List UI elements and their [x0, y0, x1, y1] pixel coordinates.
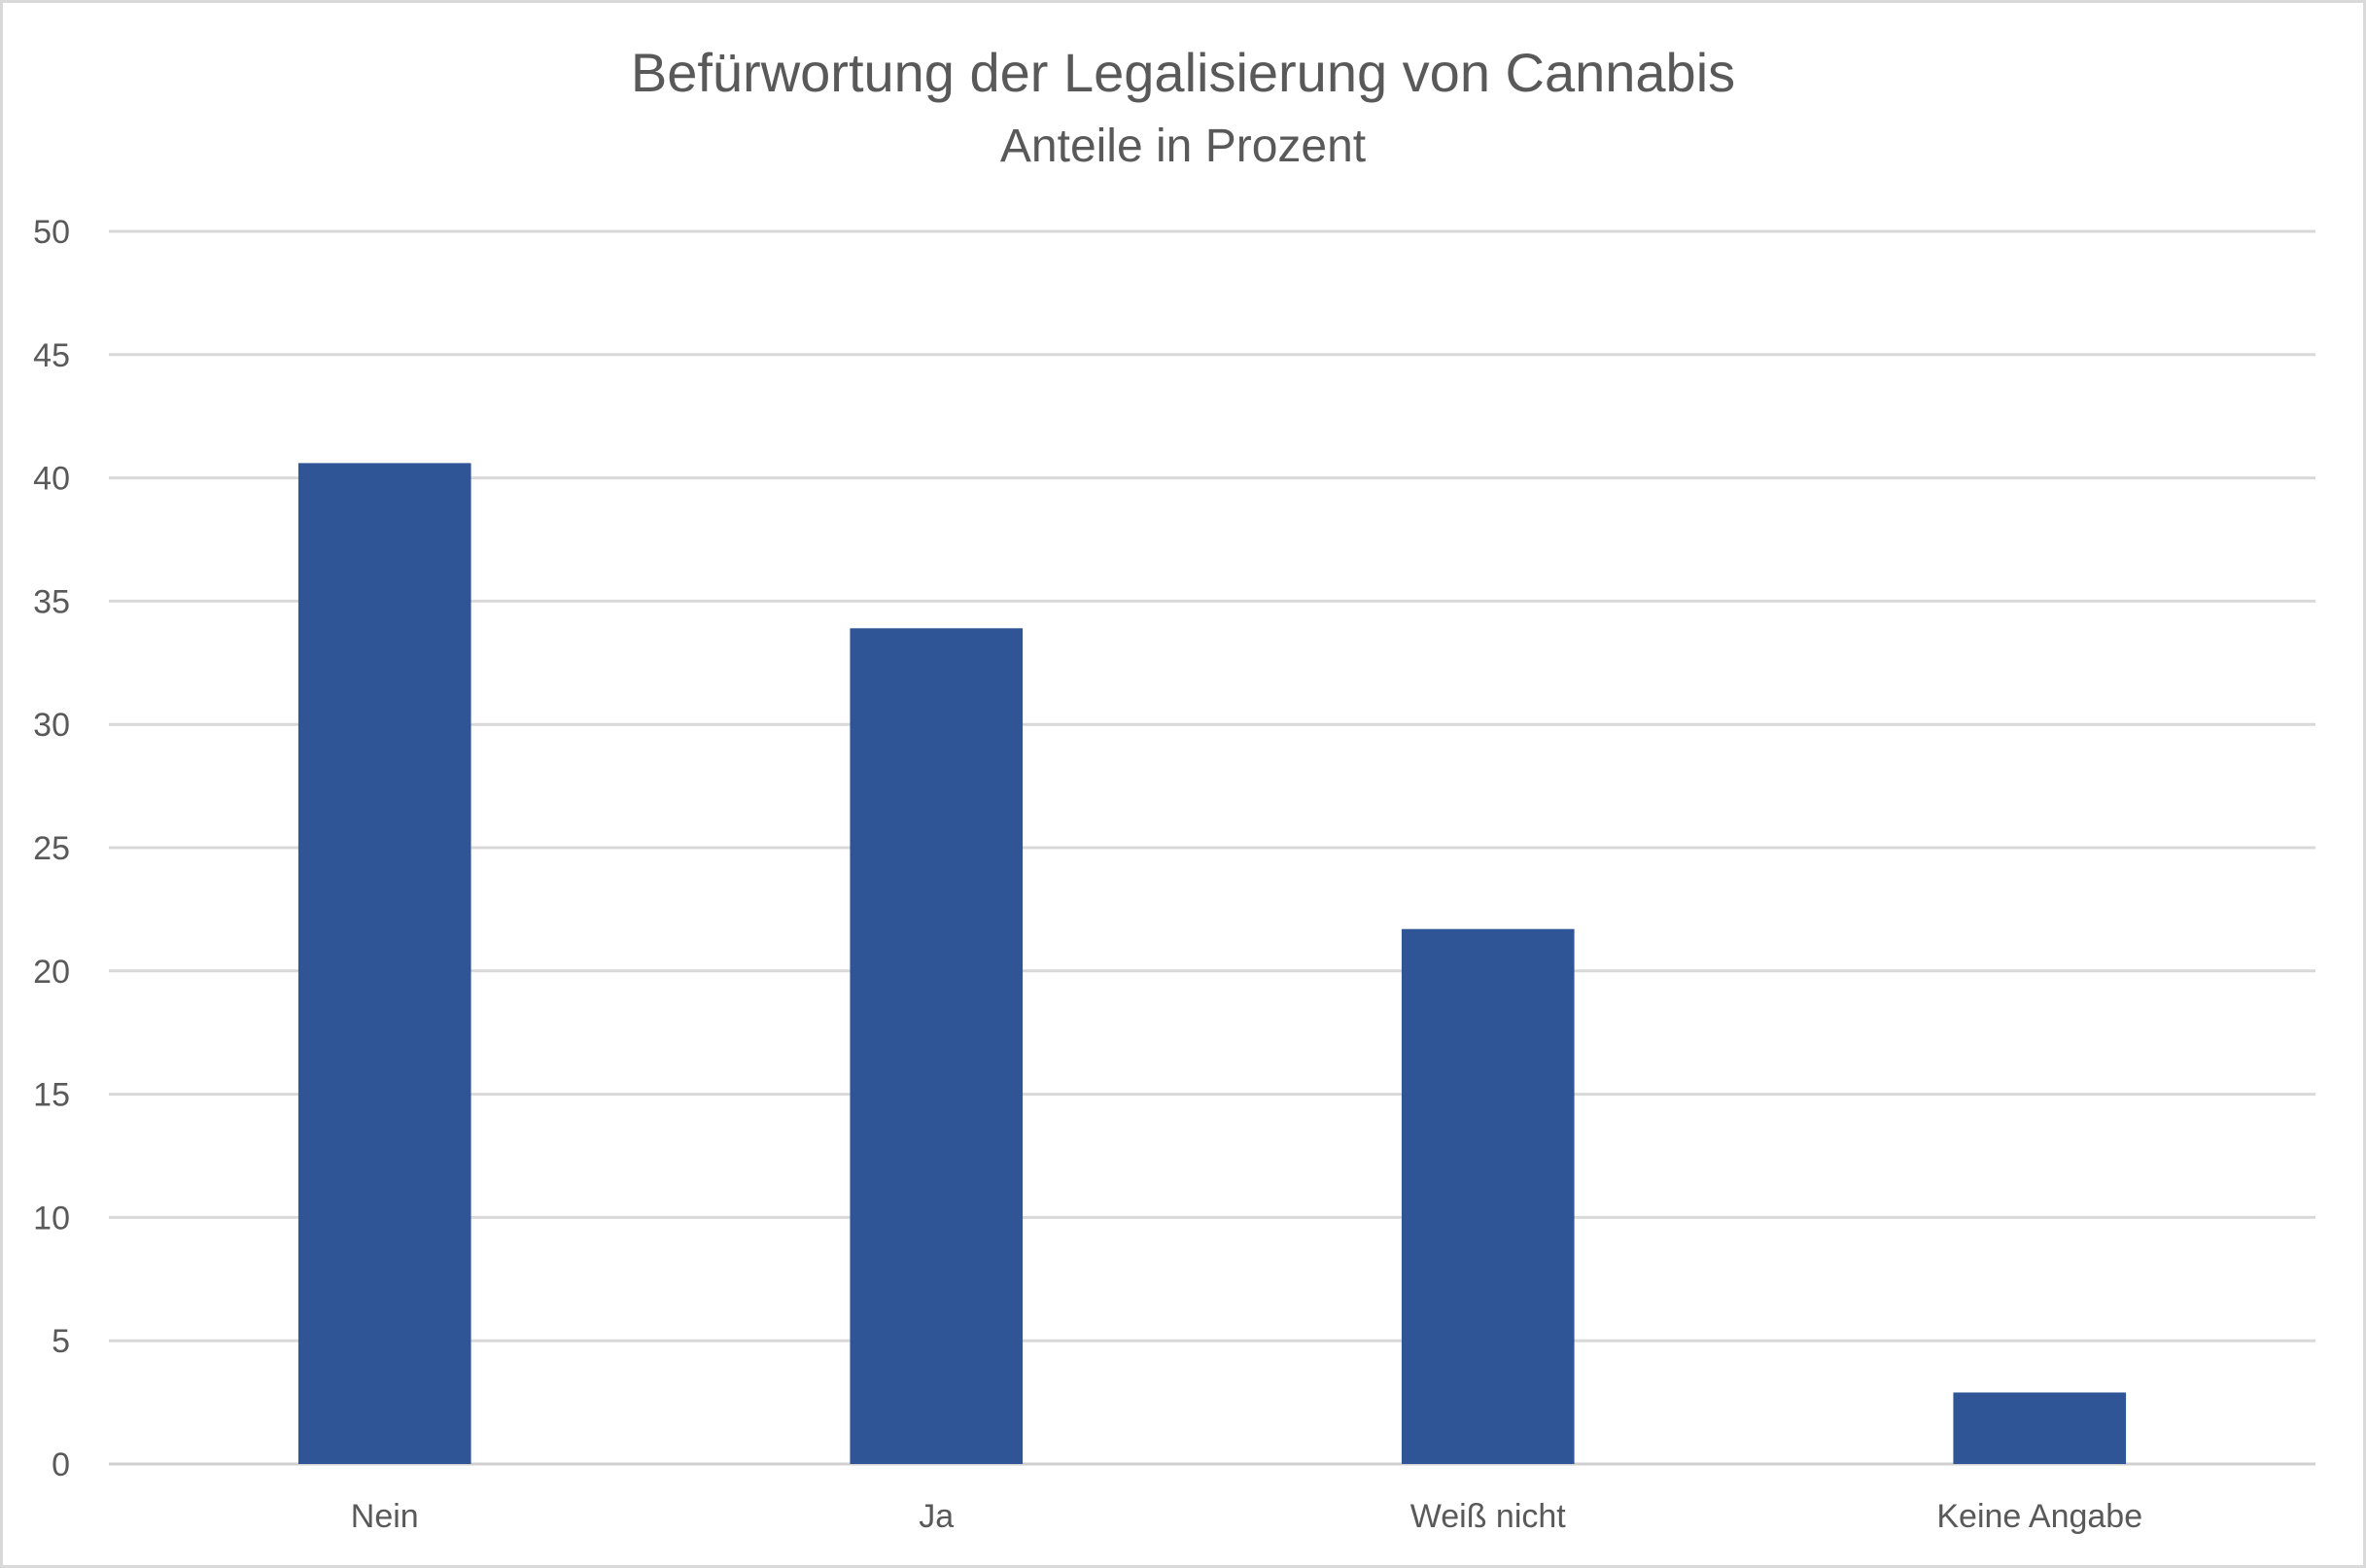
x-axis-ticks: Nein Ja Weiß nicht Keine Angabe [351, 1498, 2142, 1535]
x-tick-label: Ja [919, 1498, 954, 1535]
x-tick-label: Nein [351, 1498, 419, 1535]
x-tick-label: Keine Angabe [1936, 1498, 2142, 1535]
y-tick-label: 0 [52, 1446, 70, 1483]
bar [297, 463, 471, 1464]
y-tick-label: 20 [33, 954, 70, 991]
y-tick-label: 35 [33, 583, 70, 620]
x-tick-label: Weiß nicht [1410, 1498, 1567, 1535]
y-tick-label: 15 [33, 1077, 70, 1114]
y-axis-ticks: 0 5 10 15 20 25 30 35 40 45 50 [33, 214, 70, 1483]
gridlines [109, 229, 2315, 1466]
y-tick-label: 40 [33, 461, 70, 498]
bar [1953, 1392, 2127, 1464]
bar [850, 628, 1024, 1464]
chart-title: Befürwortung der Legalisierung von Canna… [631, 42, 1735, 103]
y-tick-label: 30 [33, 707, 70, 744]
bars [297, 463, 2127, 1464]
bar [1401, 928, 1575, 1464]
y-tick-label: 50 [33, 214, 70, 251]
y-tick-label: 10 [33, 1200, 70, 1237]
y-tick-label: 45 [33, 337, 70, 374]
chart-subtitle: Anteile in Prozent [1000, 121, 1366, 172]
y-tick-label: 5 [52, 1323, 70, 1360]
y-tick-label: 25 [33, 830, 70, 867]
